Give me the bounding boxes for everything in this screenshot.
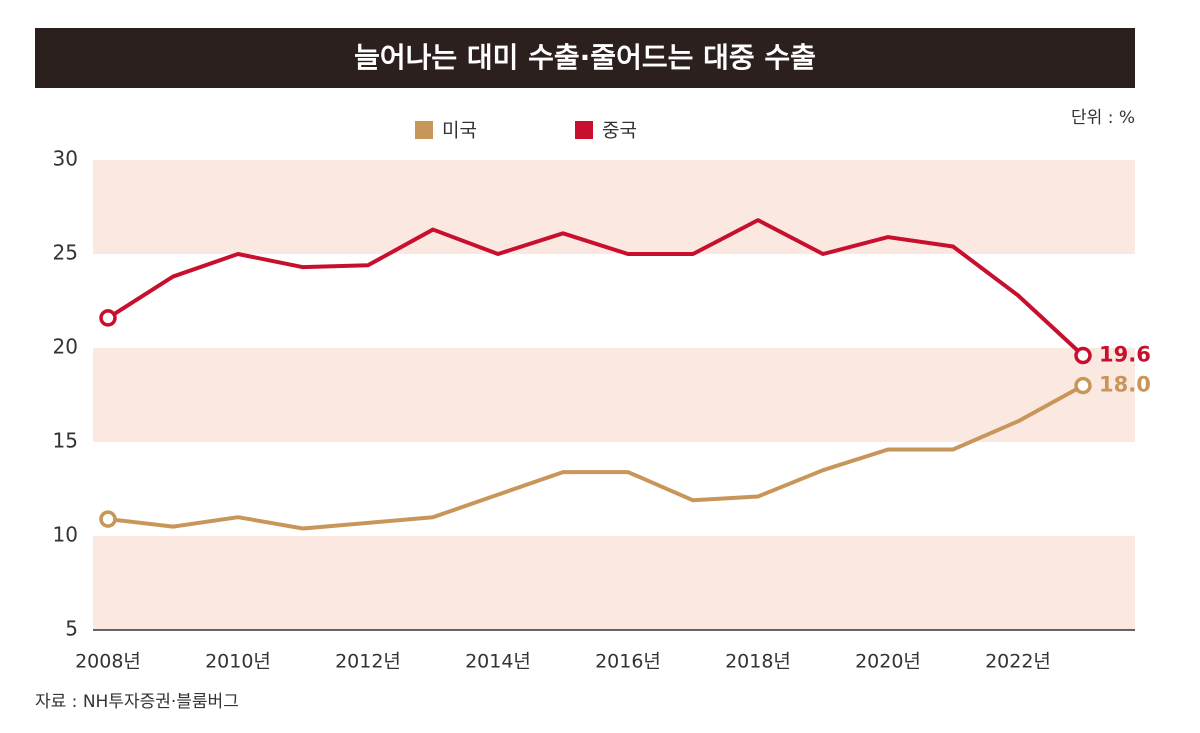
y-tick-label: 20: [53, 335, 78, 359]
y-tick-label: 10: [53, 523, 78, 547]
title-bar: [35, 28, 1135, 88]
y-tick-label: 30: [53, 147, 78, 171]
x-tick-label: 2020년: [855, 651, 921, 673]
y-tick-label: 25: [53, 241, 78, 265]
legend-label: 미국: [442, 120, 477, 142]
series-line: [107, 383, 1084, 531]
value-label: 18.0: [1099, 373, 1151, 397]
end-marker: [1074, 376, 1092, 395]
x-tick-label: 2012년: [335, 651, 401, 673]
legend-swatch: [575, 121, 593, 139]
end-marker: [99, 309, 117, 327]
band: [93, 348, 1135, 442]
x-tick-label: 2014년: [465, 651, 531, 673]
band: [93, 536, 1135, 630]
x-tick-label: 2010년: [205, 651, 271, 673]
y-tick-label: 5: [65, 617, 78, 641]
legend-swatch: [415, 121, 433, 139]
unit-label: 단위 : %: [1071, 108, 1135, 128]
x-tick-label: 2018년: [725, 651, 791, 673]
value-label: 19.6: [1099, 343, 1151, 367]
x-tick-label: 2016년: [595, 651, 661, 673]
x-tick-label: 2022년: [985, 651, 1051, 673]
series-line: [106, 218, 1085, 357]
end-marker: [99, 510, 117, 528]
x-tick-label: 2008년: [75, 651, 141, 673]
legend-label: 중국: [602, 120, 637, 142]
chart-title: 늘어나는 대미 수출·줄어드는 대중 수출: [354, 41, 816, 74]
source-note: 자료 : NH투자증권·블룸버그: [35, 692, 239, 712]
band: [93, 160, 1135, 254]
y-tick-label: 15: [53, 429, 78, 453]
end-marker: [1074, 346, 1092, 365]
